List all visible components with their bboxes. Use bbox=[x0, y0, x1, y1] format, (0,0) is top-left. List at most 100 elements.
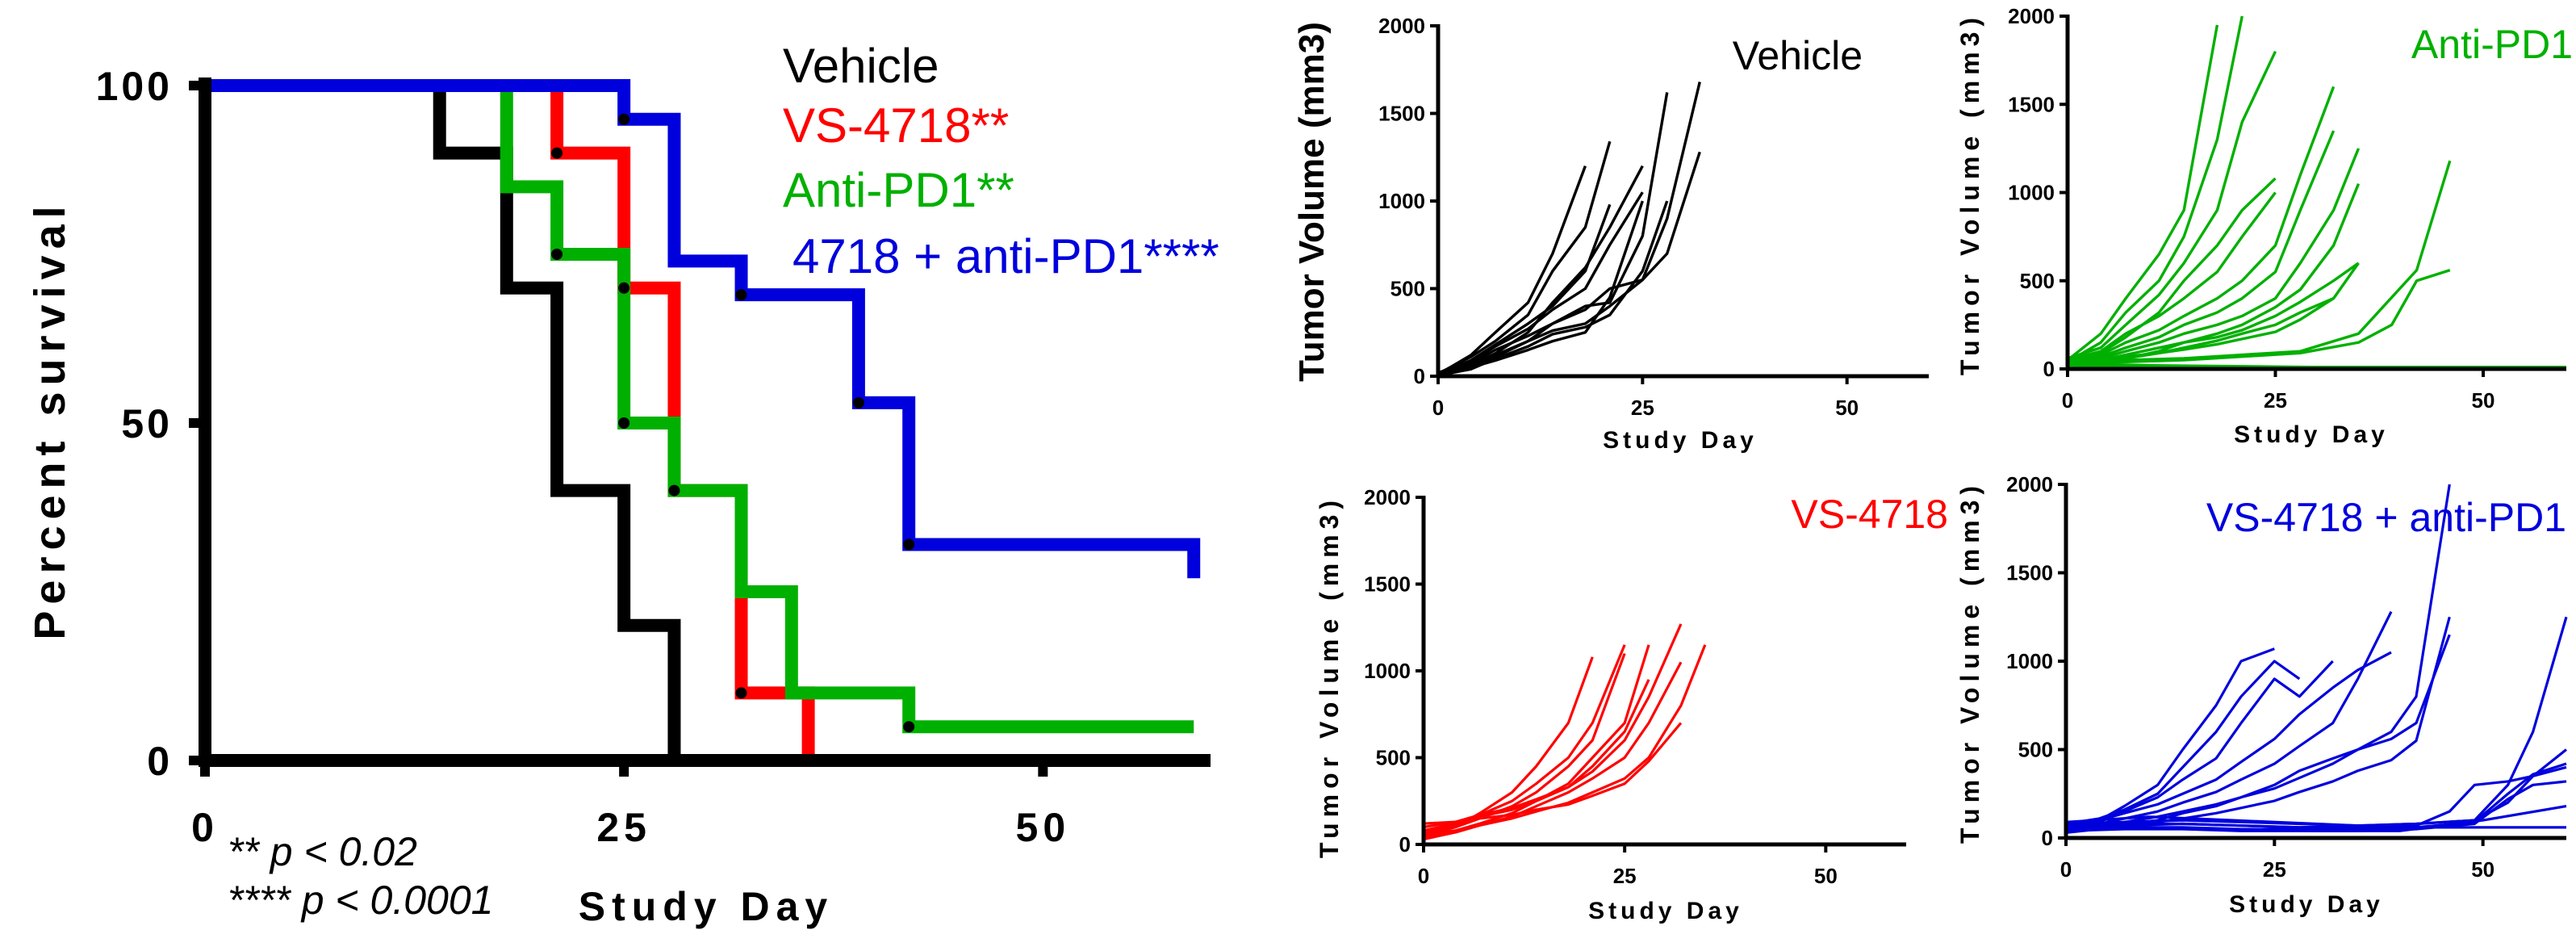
censor-mark-vs-4718 bbox=[735, 687, 747, 699]
combo-growth-animal-line-15 bbox=[2065, 815, 2566, 829]
vs4718-growth-y-tick-label: 1500 bbox=[1364, 572, 1411, 597]
vehicle-growth-animal-line-8 bbox=[1437, 151, 1701, 375]
combo-growth-title: VS-4718 + anti-PD1 bbox=[2206, 495, 2566, 540]
combo-growth-x-tick-label: 50 bbox=[2471, 857, 2494, 882]
vs4718-growth-y-tick-label: 500 bbox=[1376, 746, 1411, 770]
vehicle-growth-animal-line-5 bbox=[1437, 165, 1644, 377]
censor-mark-4718-anti-pd1 bbox=[735, 289, 747, 301]
vehicle-growth-y-tick-label: 500 bbox=[1390, 277, 1425, 301]
survival-line-4718-anti-pd1 bbox=[205, 79, 1201, 579]
vs4718-growth-title: VS-4718 bbox=[1791, 492, 1948, 537]
vehicle-growth-lines bbox=[1437, 82, 1701, 377]
vehicle-growth-y-tick-label: 2000 bbox=[1378, 14, 1425, 38]
vehicle-growth-y-tick-label: 1500 bbox=[1378, 102, 1425, 126]
vs4718-growth-animal-line-4 bbox=[1423, 644, 1650, 832]
vs4718-growth-y-tick-label: 0 bbox=[1399, 832, 1411, 857]
vs4718-growth-xlabel: Study Day bbox=[1588, 898, 1743, 924]
survival-annotation-1: ** p < 0.02 bbox=[228, 829, 417, 874]
antipd1-growth-x-tick-label: 25 bbox=[2264, 388, 2287, 413]
survival-x-tick-label: 25 bbox=[596, 805, 651, 850]
censor-mark-vs-4718 bbox=[618, 282, 630, 294]
vs4718-growth-animal-line-8 bbox=[1423, 644, 1707, 836]
survival-legend: Vehicle VS-4718** Anti-PD1** 4718 + anti… bbox=[783, 39, 1219, 283]
vehicle-growth-animal-line-3 bbox=[1437, 203, 1612, 376]
combo-growth-lines bbox=[2065, 484, 2568, 835]
vehicle-growth-animal-line-10 bbox=[1437, 200, 1644, 376]
vehicle-growth-x-tick-label: 0 bbox=[1432, 396, 1444, 420]
survival-line-anti-pd1 bbox=[205, 79, 1194, 734]
legend-entry-vs4718: VS-4718** bbox=[783, 98, 1009, 153]
vehicle-growth-animal-line-7 bbox=[1437, 82, 1701, 376]
survival-x-tick-label: 50 bbox=[1016, 805, 1071, 850]
vs4718-growth-ylabel: Tumor Volume (mm3) bbox=[1315, 495, 1344, 858]
antipd1-growth-animal-line-11 bbox=[2067, 262, 2360, 362]
survival-xlabel: Study Day bbox=[579, 884, 834, 929]
vehicle-growth-y-tick-label: 0 bbox=[1414, 364, 1425, 388]
vehicle-growth-x-tick-label: 50 bbox=[1835, 396, 1859, 420]
vehicle-growth-animal-line-2 bbox=[1437, 140, 1612, 375]
combo-growth-y-tick-label: 2000 bbox=[2006, 472, 2053, 496]
legend-entry-antipd1: Anti-PD1** bbox=[783, 163, 1014, 217]
censor-mark-vs-4718 bbox=[668, 484, 680, 496]
combo-growth-y-tick-label: 500 bbox=[2018, 738, 2053, 762]
vehicle-growth-title: Vehicle bbox=[1733, 33, 1863, 78]
vs4718-growth-animal-line-9 bbox=[1423, 722, 1683, 825]
antipd1-growth-animal-line-7 bbox=[2067, 130, 2336, 366]
antipd1-growth-animal-line-14 bbox=[2067, 269, 2451, 366]
antipd1-growth-animal-line-13 bbox=[2067, 160, 2452, 363]
antipd1-growth-animal-line-8 bbox=[2067, 148, 2361, 362]
combo-growth-animal-line-3 bbox=[2065, 660, 2334, 831]
censor-mark-anti-pd1 bbox=[551, 249, 563, 260]
combo-growth-animal-line-2 bbox=[2065, 660, 2301, 826]
combo-growth-x-tick-label: 0 bbox=[2060, 857, 2072, 882]
antipd1-growth-animal-line-1 bbox=[2066, 24, 2219, 362]
vehicle-growth-x-tick-label: 25 bbox=[1631, 396, 1654, 420]
censor-mark-4718-anti-pd1 bbox=[903, 538, 915, 551]
censor-mark-anti-pd1 bbox=[903, 721, 915, 733]
antipd1-growth-animal-line-9 bbox=[2067, 182, 2361, 363]
censor-mark-anti-pd1 bbox=[618, 417, 630, 429]
antipd1-growth-y-tick-label: 2000 bbox=[2008, 4, 2055, 28]
antipd1-growth-animal-line-3 bbox=[2067, 50, 2277, 360]
survival-x-tick-label: 0 bbox=[191, 805, 219, 850]
antipd1-growth-title: Anti-PD1 bbox=[2411, 22, 2573, 67]
combo-growth-animal-line-4 bbox=[2065, 651, 2392, 827]
survival-curves bbox=[205, 79, 1201, 760]
combo-growth-y-tick-label: 1500 bbox=[2006, 561, 2053, 585]
antipd1-growth-x-tick-label: 50 bbox=[2472, 388, 2495, 413]
survival-y-tick-label: 100 bbox=[96, 64, 173, 109]
antipd1-growth-y-tick-label: 0 bbox=[2043, 357, 2055, 381]
antipd1-growth-animal-line-6 bbox=[2067, 86, 2336, 363]
legend-entry-combo: 4718 + anti-PD1**** bbox=[792, 229, 1219, 283]
combo-growth-animal-line-14 bbox=[2065, 805, 2567, 832]
antipd1-growth-y-tick-label: 500 bbox=[2020, 269, 2055, 293]
vs4718-growth-lines bbox=[1423, 623, 1707, 841]
combo-growth-x-tick-label: 25 bbox=[2263, 857, 2286, 882]
antipd1-growth-animal-line-4 bbox=[2067, 177, 2277, 366]
combo-growth-animal-line-5 bbox=[2065, 610, 2393, 829]
combo-growth-animal-line-8 bbox=[2065, 616, 2451, 835]
vs4718-growth-y-tick-label: 1000 bbox=[1364, 659, 1411, 683]
antipd1-growth-x-tick-label: 0 bbox=[2062, 388, 2073, 413]
vehicle-growth-ylabel: Tumor Volume (mm3) bbox=[1292, 22, 1332, 382]
combo-growth-xlabel: Study Day bbox=[2229, 891, 2384, 918]
vs4718-growth-y-tick-label: 2000 bbox=[1364, 485, 1411, 509]
vs4718-growth-animal-line-7 bbox=[1423, 661, 1683, 841]
survival-annotation-2: **** p < 0.0001 bbox=[228, 878, 493, 923]
vs4718-growth-x-tick-label: 25 bbox=[1613, 864, 1637, 888]
vehicle-growth-y-tick-label: 1000 bbox=[1378, 189, 1425, 213]
survival-ticks: 0 25 50 0 50 100 bbox=[96, 64, 1071, 850]
vs4718-growth-x-tick-label: 0 bbox=[1418, 864, 1429, 888]
combo-growth-y-tick-label: 1000 bbox=[2006, 649, 2053, 673]
survival-y-tick-label: 0 bbox=[147, 739, 173, 784]
vs4718-growth-x-tick-label: 50 bbox=[1814, 864, 1838, 888]
survival-line-vehicle bbox=[205, 79, 681, 760]
antipd1-growth-animal-line-2 bbox=[2067, 15, 2244, 363]
combo-growth-ylabel: Tumor Volume (mm3) bbox=[1955, 480, 1984, 844]
censor-mark-4718-anti-pd1 bbox=[852, 396, 864, 408]
